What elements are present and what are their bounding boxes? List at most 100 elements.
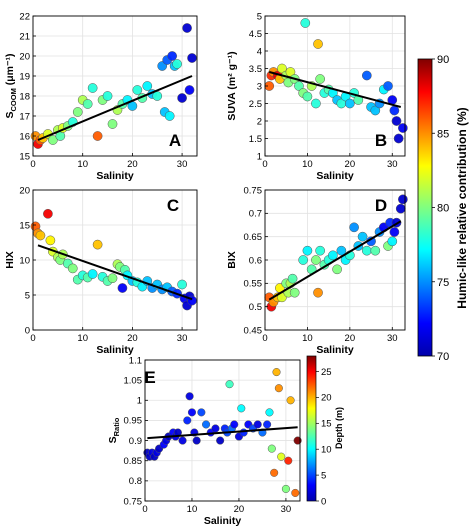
panel-c-x-tick-label: 10 [77,333,88,344]
panel-a-point [82,99,93,109]
panel-a-letter: A [169,131,181,150]
panel-b-y-tick-label: 4 [257,46,262,57]
humic-colorbar-tick-label: 70 [437,351,449,363]
panel-c-point [45,235,56,246]
panel-d-x-tick-label: 10 [302,333,313,344]
humic-colorbar-bar [417,58,433,357]
panel-e-point [192,436,201,445]
panel-b-point [315,74,326,84]
panel-c-point [35,230,46,241]
depth-colorbar-tick-label: 25 [321,367,332,378]
panel-c-x-tick-label: 30 [177,333,188,344]
panel-a-y-tick-label: 22 [19,11,30,22]
panel-d-point [313,287,323,298]
panel-d-x-tick-label: 30 [387,333,398,344]
depth-colorbar-tick-label: 20 [321,393,332,404]
panel-b-y-tick-label: 2 [257,116,262,127]
panel-d-point [395,203,406,214]
panel-d-point [357,231,368,242]
panel-b-y-tick-label: 1.5 [249,134,262,145]
panel-b-point [302,91,313,102]
panel-a-point [184,85,195,95]
panel-e-x-tick-label: 30 [281,504,292,515]
panel-b-point [344,98,355,109]
panel-d-point [389,227,400,237]
panel-e-point [197,408,206,417]
panel-e-y-tick-label: 1.1 [129,355,142,366]
panel-b-y-tick-label: 1 [257,151,262,162]
panel-b-y-tick-label: 2.5 [249,99,262,110]
panel-c-y-tick-label: 5 [25,290,30,301]
panel-c-point [177,279,187,290]
panel-c-x-tick-label: 0 [30,333,35,344]
panel-a-point [48,135,58,145]
panel-c-y-tick-label: 10 [19,255,30,266]
panel-e-x-tick-label: 10 [187,504,198,515]
panel-a-point [102,91,113,101]
panel-e-y-tick-label: 0.75 [124,496,143,507]
depth-colorbar-tick-label: 15 [321,419,332,430]
panel-e-y-tick-label: 0.8 [129,476,142,487]
panel-e-point [270,468,279,477]
panel-d-point [349,222,359,233]
panel-d-point [398,194,408,205]
panel-a-x-tick-label: 30 [177,159,188,170]
panel-b-y-tick-label: 5 [257,11,262,22]
panel-b-point [370,105,381,116]
panel-d-point [361,245,372,256]
panel-b-x-axis-label: Salinity [316,170,354,182]
panel-e-x-tick-label: 0 [142,504,147,515]
depth-colorbar-label: Depth (m) [334,407,344,449]
panel-e-point [225,380,234,389]
depth-colorbar-tick-label: 10 [321,445,332,456]
panel-d-y-tick-label: 0.75 [244,185,263,196]
humic-colorbar-label: Humic-like relative contribution (%) [455,107,469,308]
panel-e-point [267,444,276,453]
panel-e-point [230,420,239,429]
panel-a-point [142,81,153,91]
panel-a-y-tick-label: 19 [19,71,30,82]
panel-b-y-tick-label: 4.5 [249,29,262,40]
panel-c-point [117,283,128,293]
panel-a-fit-line [37,75,193,141]
panel-c-letter: C [167,196,179,215]
panel-e-fit-line [147,426,298,440]
panel-c-point [43,208,53,219]
panel-a-x-axis-label: Salinity [96,170,134,182]
panel-d-y-tick-label: 0.65 [244,232,263,243]
panel-d-fit-line [268,220,402,301]
panel-b-x-tick-label: 20 [345,159,356,170]
panel-a-x-tick-label: 20 [127,159,138,170]
panel-c-point [107,273,118,284]
panel-a-y-axis-label: SCOOM (μm⁻¹) [4,53,18,118]
panel-a-y-tick-label: 18 [19,91,30,102]
panel-d-point [289,287,300,298]
depth-colorbar: Depth (m) 0 5 10 15 20 25 [306,355,344,507]
panel-a-point [172,59,182,69]
panel-e-scatter: 0 10 20 30 0.75 0.8 0.85 0.9 0.95 1 1.05 1.1 Salinit… [107,355,302,527]
panel-a-point [182,23,192,33]
panel-e-x-axis-label: Salinity [204,515,242,527]
panel-b-letter: B [375,131,387,150]
panel-a-y-tick-label: 20 [19,51,30,62]
panel-b-point [294,81,304,91]
panel-c-y-tick-label: 0 [25,325,30,336]
panel-b-point [313,39,323,49]
panel-d-point [287,273,298,284]
humic-colorbar-tick-label: 75 [437,277,449,289]
panel-e-point [284,456,293,465]
panel-e-point [265,408,274,417]
panel-e-point [187,408,197,417]
panel-d-x-tick-label: 20 [345,333,356,344]
panel-b-y-axis-label: SUVA (m² g⁻¹) [226,51,238,120]
depth-colorbar-bar [306,355,317,502]
panel-e-frame [144,359,301,502]
panel-c-point [87,269,98,279]
panel-b-point [277,63,287,74]
panel-e-y-tick-label: 1 [137,396,142,407]
panel-e-point [272,368,281,377]
panel-a-x-tick-label: 10 [77,159,88,170]
panel-a-point [187,53,197,63]
panel-d-point [311,255,321,265]
